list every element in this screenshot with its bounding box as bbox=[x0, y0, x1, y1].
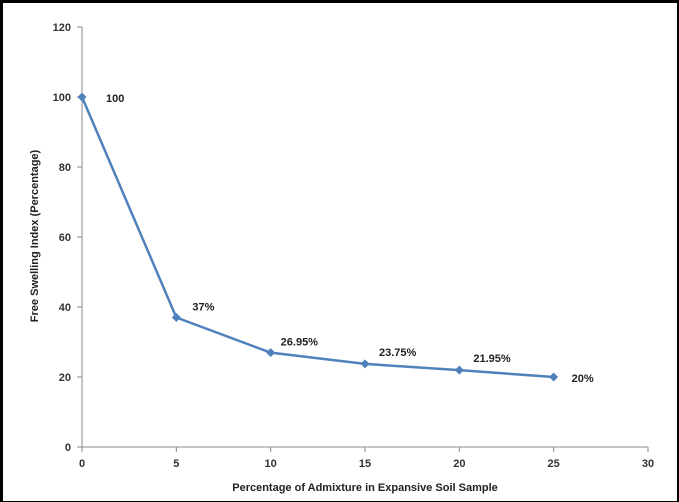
series-line bbox=[80, 96, 554, 379]
x-tick-label: 20 bbox=[453, 458, 465, 470]
x-tick-label: 10 bbox=[265, 458, 277, 470]
x-axis-title: Percentage of Admixture in Expansive Soi… bbox=[232, 482, 498, 494]
y-tick-label: 120 bbox=[53, 22, 71, 34]
data-point bbox=[266, 348, 276, 358]
y-tick-label: 20 bbox=[59, 372, 71, 384]
data-label: 21.95% bbox=[473, 353, 511, 365]
data-label: 100 bbox=[106, 93, 124, 105]
y-tick-label: 80 bbox=[59, 162, 71, 174]
y-tick-label: 40 bbox=[59, 302, 71, 314]
x-tick-label: 25 bbox=[548, 458, 560, 470]
y-axis-title: Free Swelling Index (Percentage) bbox=[29, 149, 41, 322]
y-tick-label: 0 bbox=[65, 442, 71, 454]
data-label: 23.75% bbox=[379, 347, 417, 359]
data-point bbox=[171, 313, 181, 322]
data-label: 37% bbox=[192, 302, 214, 314]
x-tick-label: 5 bbox=[173, 458, 179, 470]
data-point bbox=[360, 359, 370, 369]
x-tick-label: 15 bbox=[359, 458, 371, 470]
y-tick-label: 100 bbox=[53, 92, 71, 104]
y-tick-label: 60 bbox=[59, 232, 71, 244]
data-point bbox=[454, 365, 464, 375]
data-label: 20% bbox=[572, 373, 594, 385]
axes: 0 20 40 60 80 100 120 0 5 10 15 20 25 30 bbox=[53, 22, 654, 470]
data-point bbox=[549, 372, 559, 382]
plot-area: 100 37% 26.95% 23.75% 21.95% 20% bbox=[77, 92, 594, 385]
x-tick-label: 0 bbox=[79, 458, 85, 470]
data-point bbox=[77, 92, 87, 102]
data-label: 26.95% bbox=[281, 337, 319, 349]
x-tick-label: 30 bbox=[642, 458, 654, 470]
